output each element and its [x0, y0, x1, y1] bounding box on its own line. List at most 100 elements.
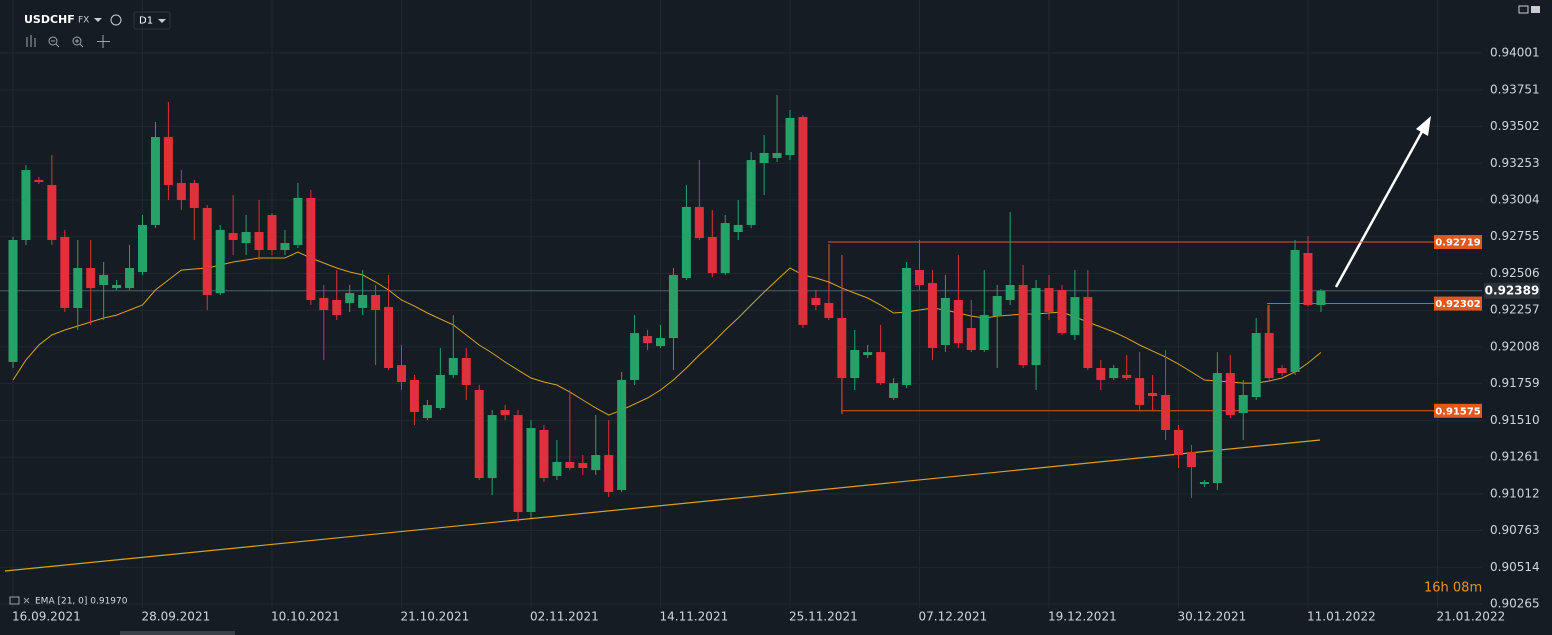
candle-body [953, 300, 963, 344]
x-tick-label: 02.11.2021 [530, 610, 599, 624]
candle-body [163, 137, 173, 185]
market: FX [78, 16, 89, 26]
candle-body [1161, 395, 1171, 430]
x-tick-label: 21.10.2021 [401, 610, 470, 624]
candle-body [837, 318, 847, 379]
candle-body [448, 357, 458, 375]
candle-body [371, 295, 381, 311]
level-tag [1434, 235, 1482, 250]
move-icon[interactable] [97, 35, 110, 48]
x-tick-label: 30.12.2021 [1178, 610, 1247, 624]
x-tick-label: 11.01.2022 [1307, 610, 1376, 624]
zoom-in-icon[interactable] [72, 36, 82, 46]
trend-line [4, 439, 1321, 572]
candle-body [138, 224, 147, 272]
candle-body [850, 350, 860, 379]
candle-body [241, 232, 251, 244]
candle-body [656, 338, 665, 347]
candle-body [1070, 297, 1080, 335]
candle-body [461, 357, 471, 385]
candle-body [746, 160, 756, 225]
candle-body [720, 223, 730, 274]
candle-body [409, 379, 419, 412]
last-price-tag [1484, 282, 1540, 299]
candle-body [1238, 395, 1248, 414]
close-icon[interactable] [23, 597, 30, 604]
y-tick-label: 0.90265 [1490, 597, 1540, 611]
zoom-in-icon[interactable] [75, 39, 84, 48]
level-label: 0.92719 [1435, 238, 1481, 249]
y-tick-label: 0.93502 [1490, 119, 1540, 133]
legend-icon[interactable] [9, 596, 20, 605]
scrollbar[interactable] [120, 631, 235, 635]
candle-body [99, 274, 109, 285]
candle-body [785, 118, 795, 156]
candle-body [1251, 333, 1261, 398]
candle-body [500, 410, 510, 416]
y-tick-label: 0.92008 [1490, 339, 1540, 353]
candle-body [707, 237, 717, 274]
arrow-head [1416, 116, 1431, 136]
zoom-out-icon[interactable] [48, 36, 58, 46]
level-label: 0.91575 [1435, 406, 1481, 417]
candle-body [1303, 252, 1313, 306]
candle-body [86, 268, 96, 289]
candle-body [21, 170, 31, 240]
candle-body [1122, 374, 1132, 379]
candle-body [1018, 284, 1028, 366]
info-icon[interactable] [110, 14, 122, 26]
candle-body [513, 415, 523, 512]
x-tick-label: 10.10.2021 [271, 610, 340, 624]
candle-body [1277, 368, 1287, 374]
timeframe-box[interactable] [133, 11, 171, 30]
y-tick-label: 0.91012 [1490, 486, 1540, 500]
candle-body [992, 296, 1002, 317]
y-tick-label: 0.93253 [1490, 156, 1540, 170]
dropdown-arrow[interactable] [158, 19, 166, 23]
candle-body [1290, 250, 1300, 372]
candle-body [902, 268, 912, 385]
dropdown-arrow[interactable] [94, 18, 102, 22]
arrow-shaft [1334, 127, 1426, 288]
zoom-out-icon[interactable] [51, 40, 60, 48]
y-tick-label: 0.92257 [1490, 303, 1540, 317]
x-tick-label: 25.11.2021 [789, 610, 858, 624]
candle-body [526, 428, 536, 512]
x-tick-label: 21.01.2022 [1437, 610, 1506, 624]
candle-body [189, 183, 199, 208]
tools [26, 35, 110, 48]
candle-body [358, 295, 368, 308]
candle-body [319, 297, 329, 311]
candle-body [112, 284, 122, 289]
symbol[interactable]: USDCHF [24, 13, 75, 26]
candle-body [915, 270, 924, 285]
candle-body [1135, 378, 1145, 406]
candle-body [552, 461, 562, 476]
candle-body [979, 315, 989, 351]
candle-body [681, 206, 691, 279]
x-tick-label: 14.11.2021 [660, 610, 729, 624]
window-icon[interactable] [1531, 6, 1540, 13]
y-tick-label: 0.93004 [1490, 193, 1540, 207]
timeframe[interactable]: D1 [139, 16, 153, 27]
plot [0, 94, 1482, 523]
y-tick-label: 0.91510 [1490, 413, 1540, 427]
candle-body [1199, 482, 1209, 485]
y-tick-label: 0.93751 [1490, 82, 1540, 96]
y-tick-label: 0.91759 [1490, 376, 1540, 390]
indicators-icon[interactable] [26, 35, 36, 47]
candle-body [280, 243, 290, 251]
candle-body [1316, 290, 1326, 306]
candle-body [1148, 392, 1158, 397]
candle-body [228, 233, 238, 240]
window-icon[interactable] [1518, 5, 1529, 14]
y-tick-label: 0.90763 [1490, 523, 1540, 537]
candle-body [1096, 368, 1106, 380]
candle-body [759, 152, 769, 163]
candle-body [1186, 452, 1196, 467]
candle-body [60, 237, 70, 308]
y-tick-label: 0.92506 [1490, 266, 1540, 280]
candle-body [150, 137, 160, 225]
